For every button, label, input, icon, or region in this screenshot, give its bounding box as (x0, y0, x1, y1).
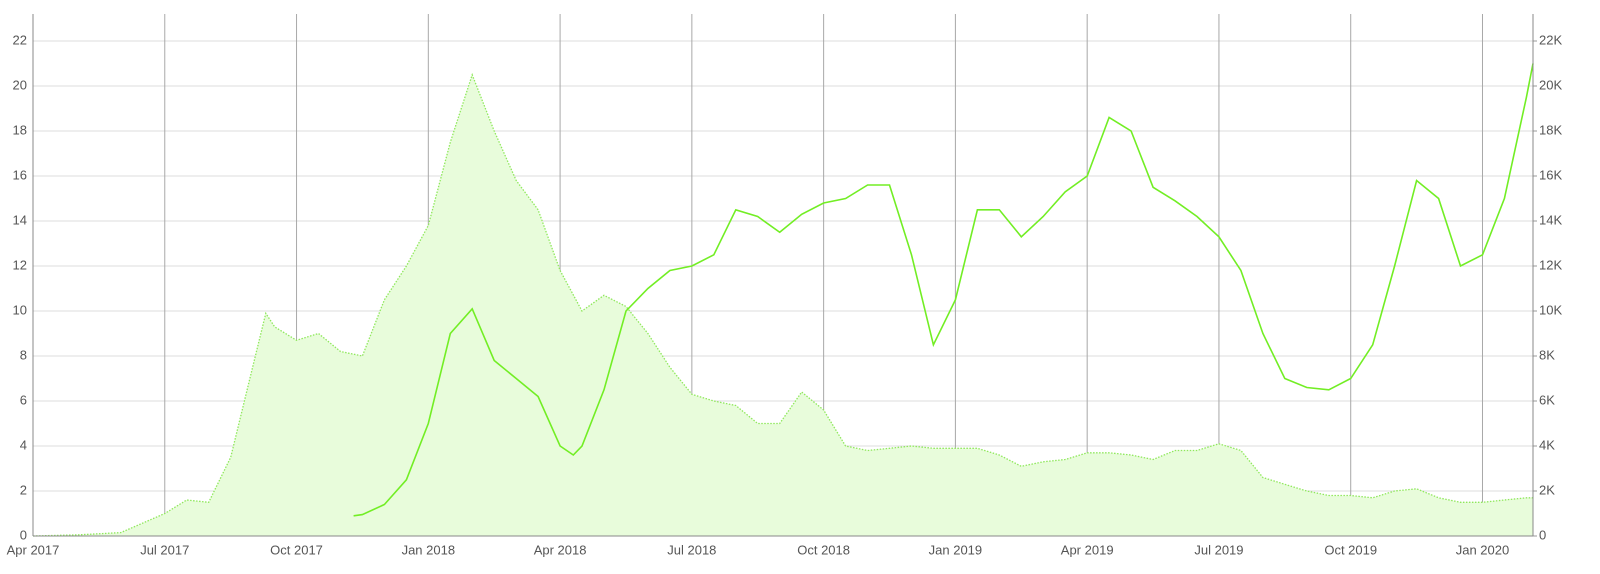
y2-tick-label: 16K (1539, 167, 1562, 182)
y-tick-label: 2 (20, 482, 27, 497)
y-tick-label: 18 (13, 122, 27, 137)
x-tick-label: Oct 2019 (1324, 542, 1377, 557)
y2-tick-label: 6K (1539, 392, 1555, 407)
y2-tick-label: 14K (1539, 212, 1562, 227)
y-tick-label: 6 (20, 392, 27, 407)
x-tick-label: Apr 2017 (7, 542, 60, 557)
x-tick-label: Jul 2018 (667, 542, 716, 557)
y-tick-label: 22 (13, 32, 27, 47)
y2-tick-label: 12K (1539, 257, 1562, 272)
y2-tick-label: 20K (1539, 77, 1562, 92)
y2-tick-label: 2K (1539, 482, 1555, 497)
x-tick-label: Jan 2019 (929, 542, 983, 557)
y2-tick-label: 18K (1539, 122, 1562, 137)
area-line (32, 72, 1533, 537)
y-tick-label: 0 (20, 527, 27, 542)
x-tick-label: Jul 2019 (1194, 542, 1243, 557)
y2-tick-label: 10K (1539, 302, 1562, 317)
y-tick-label: 8 (20, 347, 27, 362)
area-fill (33, 74, 1533, 537)
y-tick-label: 20 (13, 77, 27, 92)
y-tick-label: 14 (13, 212, 27, 227)
x-tick-label: Oct 2018 (797, 542, 850, 557)
y2-tick-label: 22K (1539, 32, 1562, 47)
y-tick-label: 10 (13, 302, 27, 317)
x-tick-label: Apr 2019 (1061, 542, 1114, 557)
y-tick-label: 4 (20, 437, 27, 452)
y-tick-label: 12 (13, 257, 27, 272)
y2-tick-label: 8K (1539, 347, 1555, 362)
x-tick-label: Apr 2018 (534, 542, 587, 557)
y-tick-label: 16 (13, 167, 27, 182)
x-tick-label: Jan 2020 (1456, 542, 1510, 557)
x-tick-label: Jul 2017 (140, 542, 189, 557)
x-tick-label: Oct 2017 (270, 542, 323, 557)
series-line (353, 63, 1534, 517)
x-tick-label: Jan 2018 (402, 542, 456, 557)
y2-tick-label: 0 (1539, 527, 1546, 542)
y2-tick-label: 4K (1539, 437, 1555, 452)
